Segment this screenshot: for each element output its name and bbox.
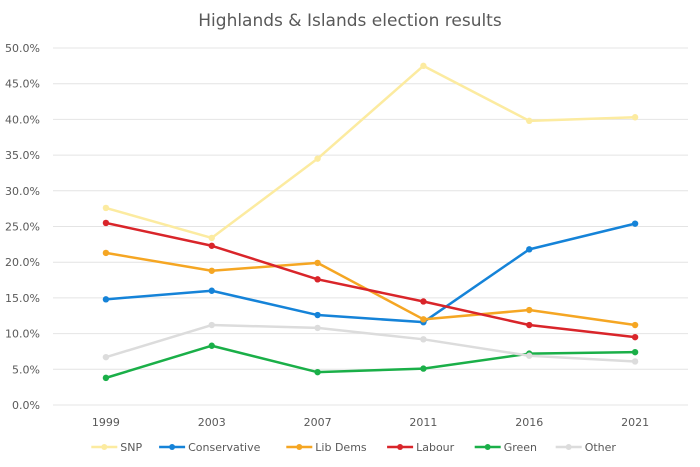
legend-swatch-marker [397, 444, 404, 450]
data-point [420, 365, 427, 372]
data-point [102, 374, 110, 382]
series-line [105, 344, 636, 380]
data-point [526, 246, 533, 253]
series-line [105, 323, 636, 363]
legend-item: Other [555, 441, 617, 454]
gridlines [53, 47, 688, 406]
data-point [208, 287, 215, 294]
legend: SNP Conservative Lib Dems Labour Green Other [91, 441, 616, 454]
x-tick-label: 2007 [304, 416, 332, 429]
data-point [526, 352, 533, 359]
series-other [102, 321, 639, 365]
data-point [314, 311, 321, 319]
y-tick-label: 45.0% [5, 78, 40, 91]
legend-label: Conservative [188, 441, 261, 454]
data-point [314, 259, 321, 267]
data-point [102, 204, 110, 212]
legend-swatch-marker [101, 444, 108, 450]
data-point [208, 267, 215, 274]
legend-label: SNP [120, 441, 142, 454]
legend-swatch-marker [484, 444, 491, 450]
series-lib-dems [102, 249, 639, 329]
data-point [420, 316, 427, 323]
legend-item: Lib Dems [286, 441, 367, 454]
series-snp [102, 62, 639, 242]
data-point [208, 234, 215, 242]
chart-title: Highlands & Islands election results [198, 11, 502, 31]
data-point [526, 306, 533, 314]
data-point [631, 358, 639, 365]
y-tick-label: 30.0% [5, 185, 40, 198]
y-tick-label: 35.0% [5, 149, 40, 162]
y-tick-label: 15.0% [5, 292, 40, 305]
data-point [420, 298, 427, 305]
data-point [631, 333, 639, 341]
data-point [526, 117, 533, 125]
data-point [208, 342, 215, 349]
data-point [102, 219, 110, 227]
legend-item: Green [474, 441, 537, 454]
legend-label: Other [585, 441, 617, 454]
y-tick-label: 25.0% [5, 221, 40, 234]
data-point [420, 62, 427, 70]
x-tick-label: 2011 [409, 416, 437, 429]
data-point [314, 276, 321, 283]
y-tick-label: 0.0% [12, 399, 40, 412]
y-tick-label: 20.0% [5, 256, 40, 269]
series-line [105, 222, 636, 324]
legend-item: Labour [387, 441, 455, 454]
data-point [631, 114, 639, 121]
series-line [105, 64, 636, 240]
data-point [631, 321, 639, 329]
series-line [105, 221, 636, 339]
y-tick-label: 40.0% [5, 113, 40, 126]
x-tick-label: 2016 [515, 416, 543, 429]
data-point [102, 353, 110, 361]
data-point [314, 368, 321, 376]
data-point [208, 242, 215, 249]
series-labour [102, 219, 639, 341]
x-tick-label: 2003 [198, 416, 226, 429]
legend-label: Green [504, 441, 537, 454]
legend-swatch-marker [565, 444, 572, 450]
legend-item: SNP [91, 441, 143, 454]
data-point [208, 321, 215, 329]
y-tick-label: 10.0% [5, 328, 40, 341]
y-axis-ticks: 0.0% 5.0% 10.0% 15.0% 20.0% 25.0% 30.0% 35.0% 40… [5, 42, 40, 412]
x-tick-label: 1999 [92, 416, 120, 429]
series-lines [102, 62, 639, 382]
legend-swatch-marker [169, 444, 176, 450]
data-point [102, 249, 110, 257]
legend-label: Lib Dems [315, 441, 367, 454]
x-tick-label: 2021 [621, 416, 649, 429]
legend-item: Conservative [159, 441, 261, 454]
series-conservative [102, 220, 639, 326]
data-point [631, 220, 639, 227]
data-point [420, 336, 427, 343]
y-tick-label: 5.0% [12, 363, 40, 376]
data-point [314, 324, 321, 332]
data-point [314, 155, 321, 162]
legend-label: Labour [416, 441, 455, 454]
data-point [631, 348, 639, 356]
legend-swatch-marker [296, 444, 303, 450]
x-axis-ticks: 1999 2003 2007 2011 2016 2021 [92, 416, 649, 429]
data-point [102, 296, 110, 303]
data-point [526, 321, 533, 329]
series-line [105, 251, 636, 327]
y-tick-label: 50.0% [5, 42, 40, 55]
series-green [102, 342, 639, 382]
